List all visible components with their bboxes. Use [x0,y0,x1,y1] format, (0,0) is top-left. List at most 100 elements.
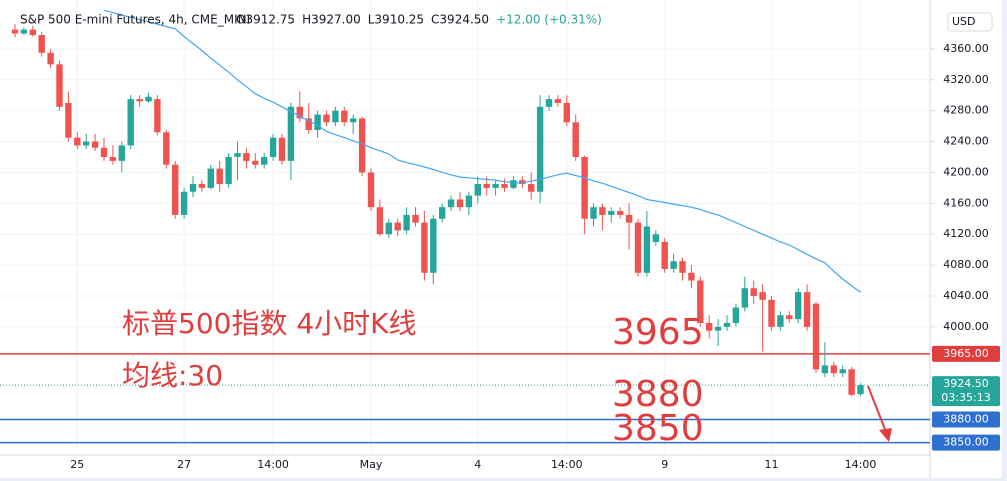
candle-body [670,261,677,269]
candle-body [581,157,588,219]
candle-body [376,207,384,235]
candle-body [278,137,286,161]
candle-body [83,141,90,146]
y-tick-label: 4360.00 [943,42,989,55]
arrow-head [879,428,892,442]
candle-body [652,234,659,242]
candle-body [323,114,330,123]
candle-body [848,369,855,395]
ohlc-value: C3924.50 [431,13,489,27]
candle-body [216,168,223,185]
candle-body [38,35,45,53]
candle-body [305,118,312,130]
y-tick-label: 4240.00 [943,135,989,148]
candle-body [554,99,562,103]
candle-body [732,307,740,323]
candle-body [439,207,446,219]
moving-average [103,9,861,293]
candle-body [510,180,517,188]
candle-body [421,222,428,273]
candle-body [189,184,197,192]
candle-body [447,199,455,208]
candle-body [741,288,748,308]
y-tick-label: 4000.00 [943,320,989,333]
x-tick-label: 14:00 [845,458,877,471]
candle-body [777,315,784,327]
candle-body [572,122,579,157]
x-tick-label: 27 [177,458,191,471]
candle-body [314,114,321,130]
candle-body [394,222,401,231]
candle-body [367,172,375,208]
chart-title: S&P 500 E-mini Futures, 4h, CME_MINI [20,13,250,27]
candle-body [812,303,820,370]
candle-body [643,226,651,273]
candle-body [634,222,642,273]
candle-body [545,99,553,107]
candle-body [65,102,72,138]
candle-body [403,214,410,231]
candle-body [261,157,268,165]
candle-body [723,322,731,327]
x-tick-label: May [360,458,383,471]
x-tick-label: 11 [765,458,779,471]
candle-body [11,29,19,34]
candle-body [492,184,499,188]
candle-body [225,157,232,185]
ohlc-value: +12.00 (+0.31%) [496,13,602,27]
x-tick-label: 14:00 [551,458,583,471]
candle-body [536,106,544,192]
candle-body [697,280,704,323]
candle-body [136,99,143,102]
annotation: 均线:30 [122,359,223,392]
annotation: 3880 [612,374,704,415]
y-tick-label: 4320.00 [943,73,989,86]
candle-body [118,145,125,161]
candle-body [332,110,339,123]
x-tick-label: 4 [474,458,481,471]
ohlc-value: O3912.75 [236,13,295,27]
candle-body [803,292,811,327]
candle-body [759,292,766,300]
candle-body [180,191,188,215]
candle-body [296,106,303,119]
candle-body [501,184,508,188]
candle-body [661,241,668,269]
ohlc-value: H3927.00 [302,13,361,27]
candle-body [456,199,464,208]
annotation: 3965 [612,312,704,353]
candle-body [207,168,214,188]
candle-body [358,118,366,173]
candle-body [483,184,490,188]
y-tick-label: 4160.00 [943,196,989,209]
candle-body [29,29,36,36]
y-tick-label: 4280.00 [943,104,989,117]
currency-box [947,12,993,32]
candle-body [172,164,179,215]
candle-body [795,292,802,320]
candle-body [528,184,535,192]
candle-body [563,102,570,123]
candle-body [100,147,108,157]
level-tag [932,345,1000,362]
candle-body [714,326,722,331]
candle-body [91,141,99,148]
candle-body [599,207,606,215]
annotation: 标普500指数 4小时K线 [122,307,417,340]
candle-body [465,195,473,208]
candle-body [519,180,526,185]
candle-body [56,64,63,107]
candle-body [857,385,864,395]
level-tag [932,434,1000,451]
candle-body [830,365,837,374]
last-price-tag [932,376,1000,407]
y-tick-label: 4120.00 [943,227,989,240]
candle-body [243,153,250,161]
candle-body [385,222,392,235]
candle-body [234,153,241,157]
candle-body [625,214,633,223]
ohlc-value: L3910.25 [368,13,424,27]
candle-body [198,184,206,188]
